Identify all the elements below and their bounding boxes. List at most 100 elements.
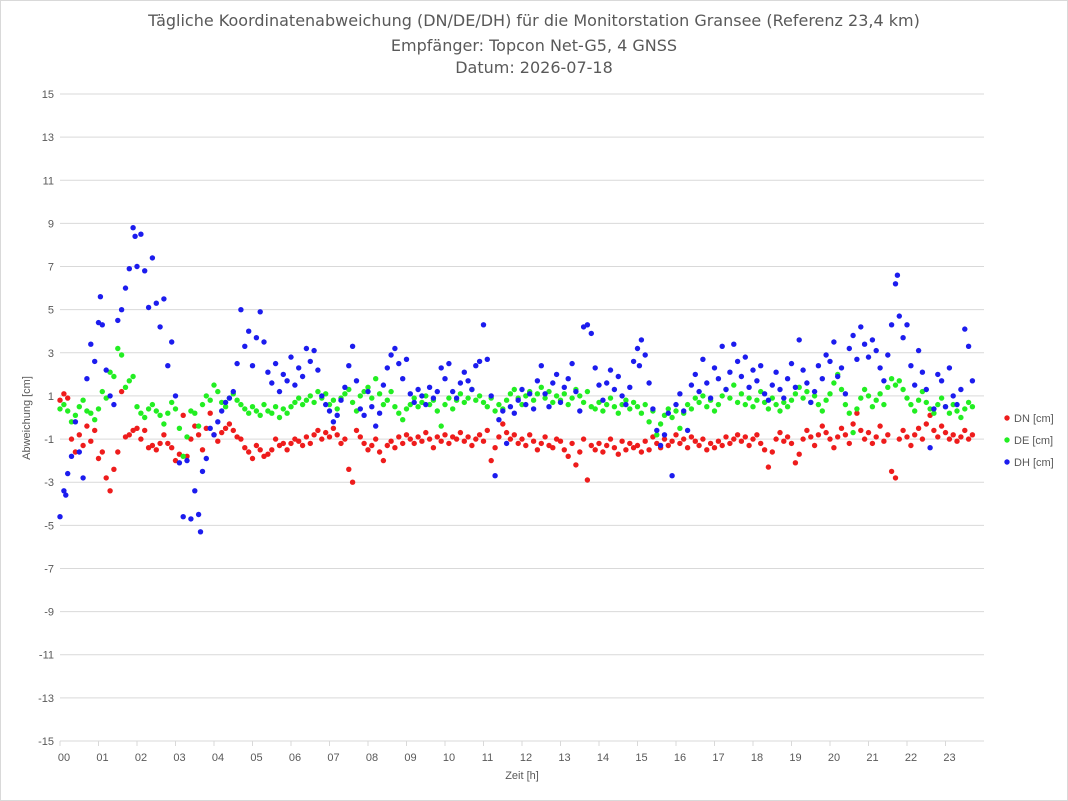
data-point <box>673 432 679 438</box>
x-tick-label: 08 <box>366 752 378 764</box>
data-point <box>176 460 183 466</box>
data-point <box>265 451 271 457</box>
data-point <box>461 438 467 444</box>
data-point <box>869 440 876 447</box>
data-point <box>480 322 487 328</box>
data-point <box>769 449 775 455</box>
data-point <box>896 313 902 319</box>
data-point <box>931 427 937 434</box>
data-point <box>723 386 729 393</box>
data-point <box>72 412 79 418</box>
data-point <box>815 401 822 408</box>
data-point <box>419 393 425 399</box>
data-point <box>704 447 710 453</box>
data-point <box>688 434 695 440</box>
data-point <box>357 393 363 399</box>
data-point <box>307 393 313 399</box>
data-point <box>969 404 976 410</box>
data-point <box>734 399 741 406</box>
data-point <box>715 438 722 444</box>
data-point <box>230 427 236 434</box>
data-point <box>954 408 960 414</box>
data-point <box>388 352 394 358</box>
data-point <box>92 358 98 365</box>
data-point <box>80 397 86 403</box>
data-point <box>962 326 968 332</box>
data-point <box>865 354 872 360</box>
data-point <box>442 376 448 382</box>
data-point <box>357 434 363 440</box>
data-point <box>665 442 671 449</box>
data-point <box>392 445 398 451</box>
data-point <box>688 406 695 412</box>
data-point <box>376 449 383 455</box>
data-point <box>203 455 209 462</box>
data-point <box>400 440 406 447</box>
data-point <box>619 438 625 444</box>
data-point <box>234 360 240 367</box>
data-point <box>199 468 206 475</box>
data-point <box>292 382 298 388</box>
data-point <box>107 393 113 399</box>
data-point <box>808 399 814 406</box>
data-point <box>95 455 102 462</box>
data-point <box>885 432 891 438</box>
data-point <box>476 358 483 365</box>
data-point <box>480 399 487 406</box>
data-point <box>942 404 949 410</box>
data-point <box>888 376 895 382</box>
data-point <box>149 401 156 408</box>
data-point <box>565 401 571 408</box>
data-point <box>711 408 718 414</box>
x-tick-label: 12 <box>520 752 532 764</box>
data-point <box>661 436 668 442</box>
data-point <box>211 382 217 388</box>
data-point <box>234 397 240 403</box>
data-point <box>407 436 413 442</box>
data-point <box>765 464 772 470</box>
data-point <box>842 401 849 408</box>
data-point <box>636 363 643 369</box>
data-point <box>846 345 852 352</box>
data-point <box>808 434 814 440</box>
data-point <box>723 434 729 440</box>
data-point <box>88 438 94 444</box>
data-point <box>338 440 344 447</box>
data-point <box>488 393 494 399</box>
data-point <box>111 466 117 472</box>
data-point <box>130 373 136 380</box>
data-point <box>99 388 106 395</box>
data-point <box>373 423 379 429</box>
data-point <box>850 332 856 339</box>
data-point <box>646 419 652 425</box>
data-point <box>823 429 829 436</box>
data-point <box>623 397 629 403</box>
data-point <box>438 423 444 429</box>
data-point <box>931 406 937 412</box>
data-point <box>600 408 606 414</box>
data-point <box>407 391 413 397</box>
data-point <box>103 367 109 373</box>
data-point <box>573 462 579 468</box>
data-point <box>426 436 433 442</box>
x-tick-label: 18 <box>751 752 763 764</box>
data-point <box>669 438 675 444</box>
data-point <box>938 423 945 429</box>
data-point <box>184 434 190 440</box>
y-axis-label: Abweichung [cm] <box>21 376 33 460</box>
data-point <box>396 360 402 367</box>
x-tick-label: 02 <box>135 752 147 764</box>
data-point <box>319 436 325 442</box>
data-point <box>796 337 802 343</box>
y-tick-label: 11 <box>43 175 54 187</box>
data-point <box>349 399 356 406</box>
data-point <box>592 365 598 371</box>
data-point <box>869 404 876 410</box>
data-point <box>684 427 691 434</box>
legend-marker <box>1004 459 1010 465</box>
data-point <box>369 395 375 401</box>
legend-label: DE [cm] <box>1014 435 1053 447</box>
data-point <box>380 457 387 464</box>
data-point <box>192 423 198 429</box>
data-point <box>373 376 379 382</box>
